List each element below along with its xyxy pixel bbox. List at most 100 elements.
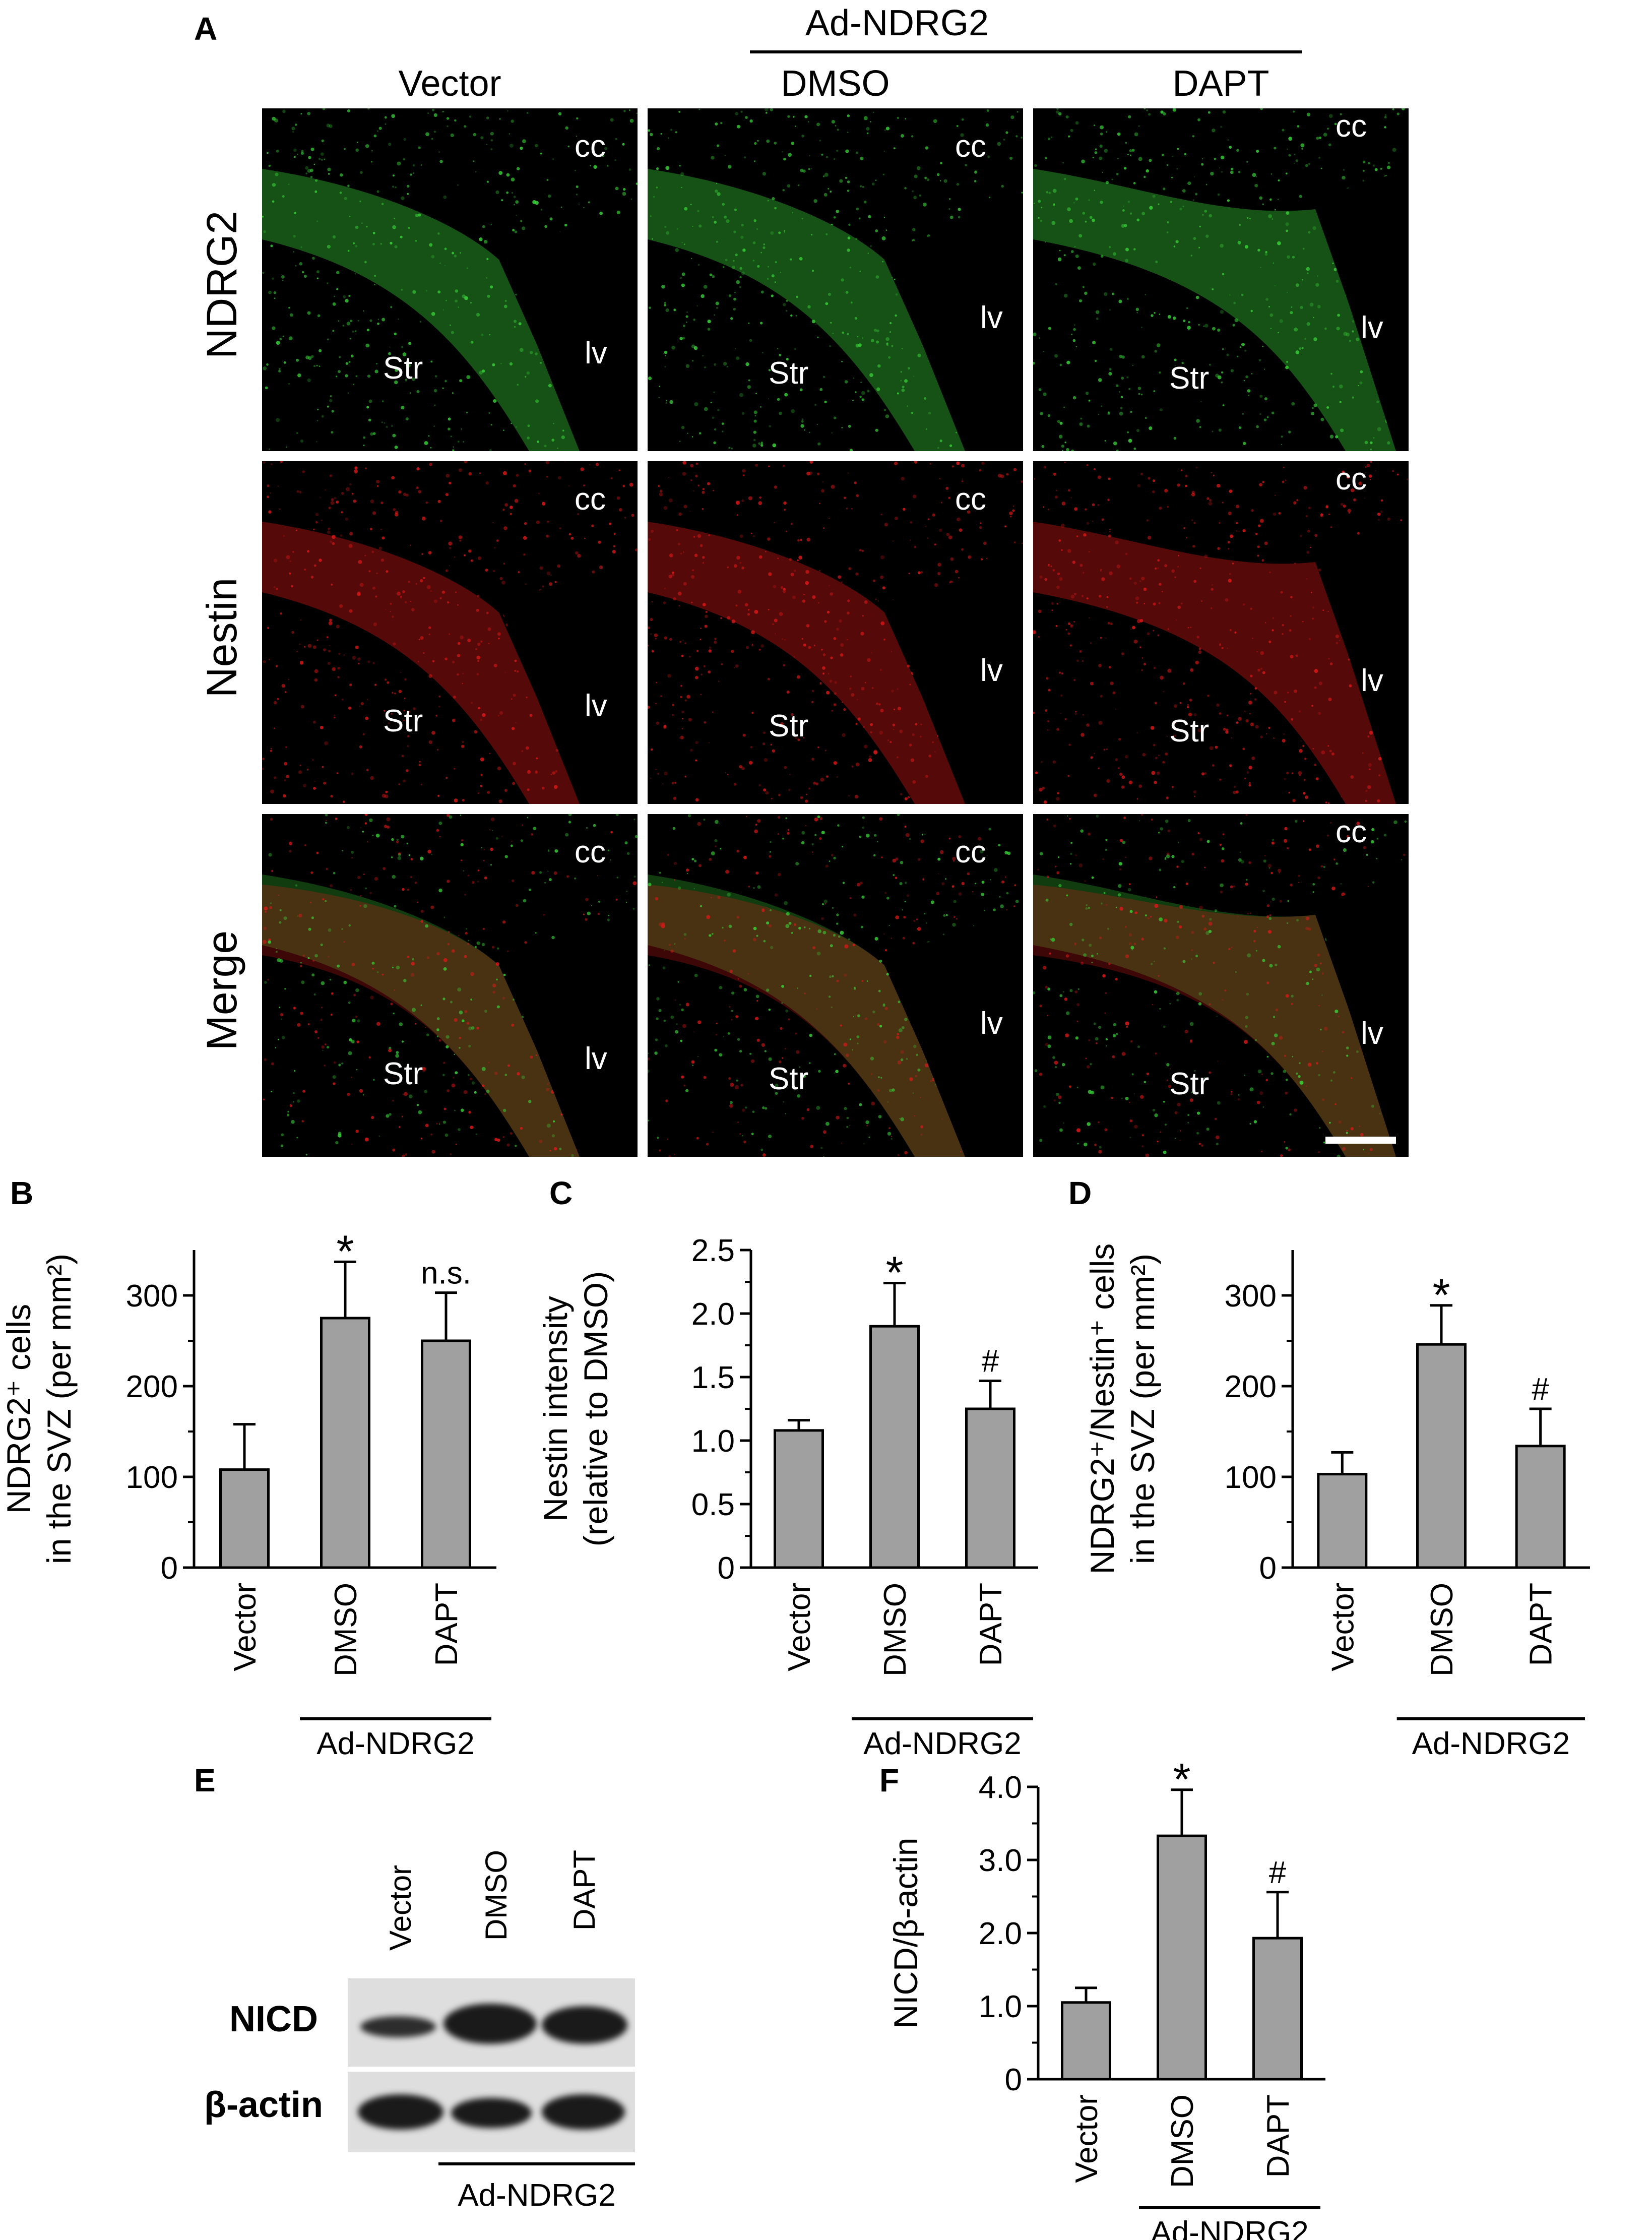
bar-dmso (869, 1325, 920, 1569)
micrograph-nestin-dapt: cc lv Str (1033, 461, 1409, 804)
band-actin-vector (358, 2094, 443, 2130)
significance-marker: n.s. (421, 1256, 471, 1291)
bar-dapt (1252, 1937, 1303, 2081)
y-tick-label: 100 (126, 1460, 178, 1495)
panel-a-group-line (750, 50, 1302, 53)
y-tick-label: 0 (1259, 1551, 1277, 1586)
blot-group-label: Ad-NDRG2 (458, 2178, 616, 2213)
region-label-lv: lv (1361, 310, 1383, 345)
category-label: DMSO (329, 1583, 363, 1676)
region-label-str: Str (1169, 361, 1210, 396)
significance-marker: * (1432, 1270, 1450, 1321)
bar-dapt (965, 1407, 1015, 1569)
y-axis-label: NDRG2⁺ cells (0, 1304, 37, 1514)
micrograph-merge-vector: cc lv Str (262, 814, 638, 1157)
region-label-lv: lv (1361, 663, 1383, 698)
category-label: Vector (1325, 1583, 1360, 1671)
row-label-nestin: Nestin (198, 577, 245, 698)
blot-row-label-nicd: NICD (229, 1999, 318, 2039)
region-label-cc: cc (1336, 109, 1367, 144)
micrograph-ndrg2-dapt: cc lv Str (1033, 108, 1409, 451)
significance-marker: * (885, 1248, 903, 1298)
y-axis-label: in the SVZ (per mm²) (40, 1254, 78, 1564)
band-nicd-dapt (542, 2006, 627, 2044)
group-label: Ad-NDRG2 (1151, 2215, 1309, 2240)
category-label: DAPT (974, 1583, 1008, 1666)
region-label-str: Str (383, 704, 423, 738)
panel-a-group-label: Ad-NDRG2 (805, 3, 989, 43)
category-label: Vector (228, 1583, 263, 1671)
micrograph-merge-dapt: cc lv Str (1033, 814, 1409, 1157)
region-label-lv: lv (980, 300, 1003, 335)
band-actin-dapt (542, 2094, 625, 2130)
y-tick-label: 0 (718, 1551, 735, 1586)
y-tick-label: 200 (126, 1370, 178, 1404)
category-label: DMSO (1165, 2094, 1200, 2188)
significance-marker: # (982, 1344, 999, 1379)
bar-vector (1317, 1473, 1368, 1569)
column-header-vector: Vector (398, 64, 501, 104)
y-tick-label: 2.5 (691, 1233, 735, 1268)
y-tick-label: 2.0 (979, 1916, 1022, 1951)
bar-dapt (421, 1339, 471, 1569)
band-actin-dmso (451, 2098, 532, 2128)
row-label-merge: Merge (198, 930, 245, 1051)
column-header-dmso: DMSO (781, 64, 890, 104)
region-label-cc: cc (575, 835, 606, 869)
significance-marker: * (1173, 1755, 1190, 1805)
column-header-dapt: DAPT (1172, 64, 1269, 104)
band-nicd-vector (360, 2016, 436, 2037)
chart-b: 0 100 200 300 Vector * DMSO n.s. DAPT Ad-NDRG2 NDR… (0, 1174, 529, 1761)
panel-letter-d: D (1068, 1175, 1092, 1211)
y-tick-label: 3.0 (979, 1843, 1022, 1878)
chart-d: 0 100 200 300 Vector * DMSO # DAPT Ad-NDRG2 NDRG2⁺… (1063, 1174, 1628, 1761)
region-label-lv: lv (980, 1006, 1003, 1041)
region-label-str: Str (1169, 1067, 1210, 1101)
bar-vector (219, 1468, 270, 1569)
category-label: DMSO (878, 1583, 913, 1676)
category-label: DAPT (1261, 2094, 1296, 2177)
category-label: DMSO (1425, 1583, 1459, 1676)
y-tick-label: 0 (161, 1551, 178, 1586)
category-label: Vector (782, 1583, 817, 1671)
row-label-ndrg2: NDRG2 (198, 210, 245, 359)
chart-svg: 0 100 200 300 Vector * DMSO # DAPT Ad-NDRG2 NDRG2⁺… (1084, 1243, 1590, 1761)
region-label-lv: lv (980, 653, 1003, 688)
region-label-lv: lv (1361, 1016, 1383, 1051)
region-label-cc: cc (1336, 815, 1367, 849)
y-tick-label: 1.0 (979, 1989, 1022, 2024)
region-label-str: Str (383, 351, 423, 386)
y-tick-label: 4.0 (979, 1770, 1022, 1805)
y-tick-label: 1.5 (691, 1360, 735, 1395)
y-tick-label: 200 (1225, 1370, 1277, 1404)
significance-marker: * (336, 1226, 354, 1277)
y-tick-label: 1.0 (691, 1424, 735, 1459)
region-label-str: Str (383, 1056, 423, 1091)
y-axis-label: NDRG2⁺/Nestin⁺ cells (1084, 1243, 1121, 1575)
micrograph-nestin-dmso: cc lv Str (648, 461, 1023, 804)
micrograph-ndrg2-vector: cc lv Str (262, 108, 638, 451)
panel-letter-c: C (549, 1175, 573, 1211)
chart-svg: 0 1.0 2.0 3.0 4.0 Vector * DMSO # DAPT Ad-NDRG2 NIC… (887, 1755, 1325, 2240)
y-tick-label: 300 (1225, 1279, 1277, 1314)
y-tick-label: 300 (126, 1279, 178, 1314)
micrograph-ndrg2-dmso: cc lv Str (648, 108, 1023, 451)
significance-marker: # (1532, 1372, 1549, 1407)
y-tick-label: 0.5 (691, 1487, 735, 1522)
blot-group-line (438, 2162, 635, 2165)
y-axis-label: NICD/β-actin (887, 1837, 924, 2028)
region-label-str: Str (769, 356, 809, 391)
region-label-cc: cc (955, 129, 986, 164)
panel-letter-a: A (194, 11, 218, 47)
micrograph-nestin-vector: cc lv Str (262, 461, 638, 804)
chart-c: 0 0.5 1.0 1.5 2.0 2.5 Vector * DMSO # DAPT Ad-NDRG2… (537, 1174, 1068, 1761)
scale-bar (1325, 1137, 1396, 1144)
panel-letter-e: E (194, 1762, 216, 1798)
region-label-cc: cc (955, 835, 986, 869)
significance-marker: # (1269, 1855, 1287, 1890)
band-nicd-dmso (443, 2004, 537, 2044)
panel-letter-f: F (879, 1762, 900, 1798)
panel-letter-b: B (10, 1175, 34, 1211)
category-label: Vector (1069, 2094, 1104, 2183)
y-tick-label: 0 (1005, 2063, 1022, 2097)
